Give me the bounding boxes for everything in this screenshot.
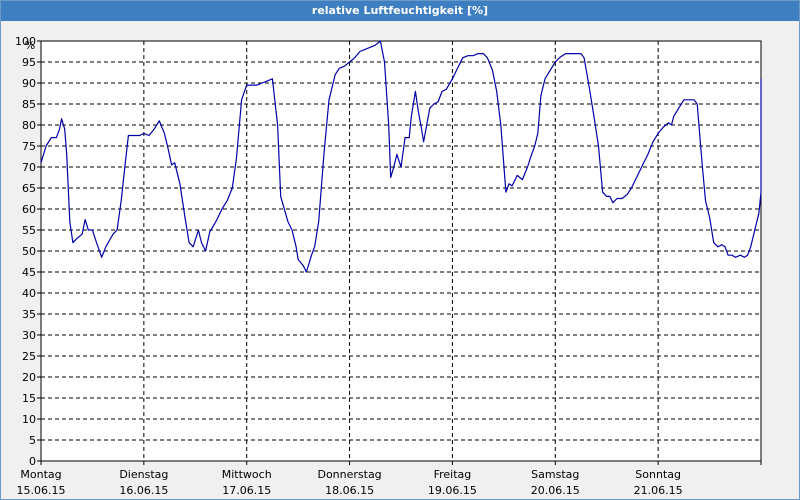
y-tick-label: 0 — [29, 455, 36, 468]
chart-title: relative Luftfeuchtigkeit [%] — [1, 1, 799, 21]
y-tick-label: 80 — [22, 119, 36, 132]
x-tick-label-date: 17.06.15 — [222, 484, 271, 497]
y-tick-label: 50 — [22, 245, 36, 258]
x-tick-label-date: 16.06.15 — [119, 484, 168, 497]
series-layer — [40, 40, 762, 273]
x-tick-label-day: Sonntag — [635, 468, 681, 481]
y-tick-label: 55 — [22, 224, 36, 237]
x-tick-label-day: Donnerstag — [317, 468, 381, 481]
x-tick-label-date: 19.06.15 — [428, 484, 477, 497]
y-axis-unit: % — [25, 39, 35, 52]
x-tick-label-day: Freitag — [434, 468, 472, 481]
x-axis: Montag 15.06.15 Dienstag 16.06.15 Mittwoch 17… — [17, 461, 762, 497]
y-tick-label: 95 — [22, 56, 36, 69]
y-tick-label: 20 — [22, 371, 36, 384]
series-line — [40, 40, 762, 273]
x-tick-label-day: Mittwoch — [222, 468, 272, 481]
y-axis: 0 5 10 15 20 25 30 35 40 45 50 55 60 65 70 75 80 85 90 95 10… — [15, 35, 41, 468]
x-tick-label-date: 15.06.15 — [17, 484, 66, 497]
y-tick-label: 25 — [22, 350, 36, 363]
y-tick-label: 10 — [22, 413, 36, 426]
y-tick-label: 15 — [22, 392, 36, 405]
x-tick-label-day: Dienstag — [119, 468, 168, 481]
y-tick-label: 65 — [22, 182, 36, 195]
y-tick-label: 30 — [22, 329, 36, 342]
y-tick-label: 75 — [22, 140, 36, 153]
y-tick-label: 45 — [22, 266, 36, 279]
x-tick-label-day: Samstag — [531, 468, 579, 481]
y-tick-label: 40 — [22, 287, 36, 300]
x-tick-label-date: 20.06.15 — [531, 484, 580, 497]
y-tick-label: 60 — [22, 203, 36, 216]
x-tick-label-day: Montag — [20, 468, 61, 481]
x-tick-label-date: 21.06.15 — [634, 484, 683, 497]
y-tick-label: 85 — [22, 98, 36, 111]
y-tick-label: 35 — [22, 308, 36, 321]
y-tick-label: 5 — [29, 434, 36, 447]
grid-lines — [41, 41, 761, 461]
y-tick-label: 90 — [22, 77, 36, 90]
y-tick-label: 70 — [22, 161, 36, 174]
x-tick-label-date: 18.06.15 — [325, 484, 374, 497]
y-tick-label: 100 — [15, 35, 36, 48]
